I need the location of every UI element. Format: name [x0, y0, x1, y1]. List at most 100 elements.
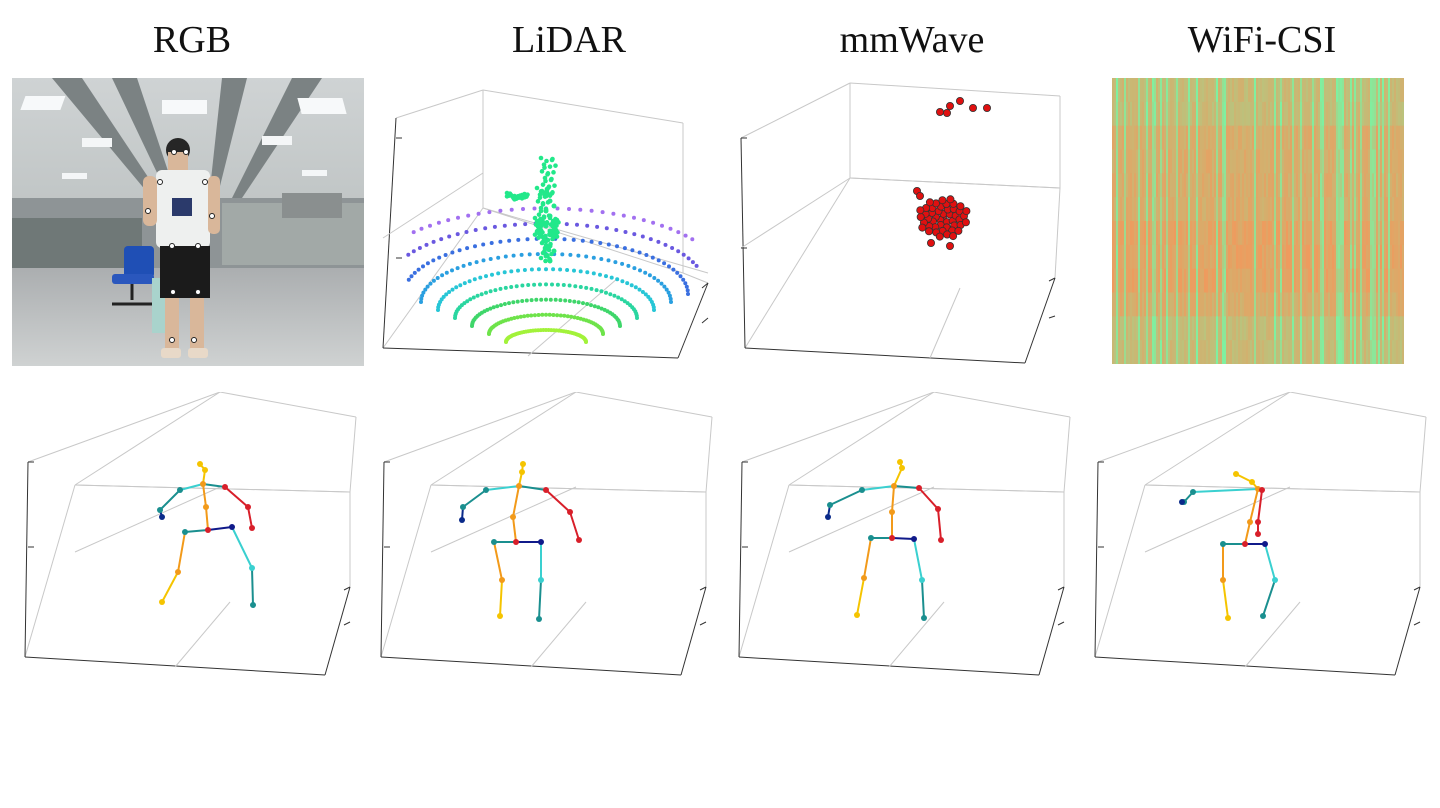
neck-bone: [893, 467, 903, 487]
left-hip-bone: [184, 529, 209, 533]
left-elbow-joint: [157, 507, 163, 513]
right-wrist-joint: [938, 537, 944, 543]
right-upper-arm: [545, 489, 571, 513]
left-shin: [1222, 579, 1229, 619]
left-foot-joint: [497, 613, 503, 619]
head-joint: [897, 459, 903, 465]
left-foot-joint: [159, 599, 165, 605]
right-upper-arm: [918, 487, 939, 510]
head-joint: [520, 461, 526, 467]
skeleton-plot-lidar: [376, 392, 716, 682]
right-hip-joint: [538, 539, 544, 545]
axes-frame: [24, 392, 357, 676]
upper-spine: [1249, 488, 1259, 523]
pelvis-joint: [1242, 541, 1248, 547]
spine-joint: [510, 514, 516, 520]
neck-joint: [891, 483, 897, 489]
lower-spine: [205, 506, 209, 531]
left-upper-arm: [159, 489, 181, 511]
title-rgb: RGB: [152, 19, 232, 61]
right-hip-joint: [1262, 541, 1268, 547]
right-shin: [1262, 579, 1276, 617]
upper-spine: [202, 483, 207, 508]
head-top-joint: [1249, 479, 1255, 485]
right-foot-joint: [536, 616, 542, 622]
skeleton-plot-wifi-csi: [1090, 392, 1430, 682]
mmwave-plot: [735, 78, 1075, 368]
left-hip-joint: [1220, 541, 1226, 547]
title-lidar: LiDAR: [512, 19, 626, 61]
skeleton-plot-rgb: [20, 392, 360, 682]
right-thigh: [913, 538, 923, 581]
right-hip-joint: [911, 536, 917, 542]
skeleton: [157, 461, 256, 608]
right-shin: [538, 579, 542, 620]
right-shoulder-joint: [916, 485, 922, 491]
skeleton: [825, 459, 944, 621]
left-knee-joint: [499, 577, 505, 583]
left-hip-joint: [868, 535, 874, 541]
left-thigh: [177, 531, 186, 573]
wifi-csi-heatmap: [1112, 78, 1404, 364]
left-shoulder-bone: [485, 485, 520, 491]
left-foot-joint: [854, 612, 860, 618]
title-mmwave: mmWave: [839, 19, 985, 61]
upper-spine: [512, 485, 520, 518]
left-thigh: [493, 541, 503, 581]
right-wrist-joint: [1255, 531, 1261, 537]
axes-frame: [740, 82, 1061, 364]
right-shin: [921, 579, 925, 619]
left-shoulder-joint: [483, 487, 489, 493]
right-elbow-joint: [567, 509, 573, 515]
spine-joint: [1247, 519, 1253, 525]
head-joint: [197, 461, 203, 467]
left-shoulder-bone: [1192, 488, 1259, 493]
left-upper-arm: [829, 489, 863, 506]
left-knee-joint: [861, 575, 867, 581]
lower-spine: [1244, 521, 1251, 545]
right-elbow-joint: [245, 504, 251, 510]
left-shoulder-joint: [1190, 489, 1196, 495]
head-top-joint: [519, 469, 525, 475]
left-shoulder-bone: [861, 485, 895, 491]
left-upper-arm: [462, 489, 487, 508]
right-knee-joint: [538, 577, 544, 583]
right-shin: [251, 567, 254, 606]
left-elbow-joint: [460, 504, 466, 510]
left-thigh: [863, 537, 872, 579]
title-wifi-csi: WiFi-CSI: [1187, 19, 1337, 61]
spine-joint: [203, 504, 209, 510]
left-wrist-joint: [825, 514, 831, 520]
lidar-points: [406, 155, 699, 344]
lidar-plot: [378, 78, 718, 368]
right-hip-joint: [229, 524, 235, 530]
right-foot-joint: [250, 602, 256, 608]
left-wrist-joint: [159, 514, 165, 520]
pelvis-joint: [513, 539, 519, 545]
right-thigh: [231, 526, 253, 569]
right-knee-joint: [1272, 577, 1278, 583]
right-knee-joint: [919, 577, 925, 583]
left-shin: [856, 577, 865, 616]
pelvis-joint: [205, 527, 211, 533]
right-forearm: [937, 508, 942, 541]
right-knee-joint: [249, 565, 255, 571]
axes-frame: [1094, 392, 1427, 676]
left-hip-joint: [182, 529, 188, 535]
lower-spine: [512, 516, 517, 543]
left-wrist-joint: [459, 517, 465, 523]
right-shoulder-bone: [202, 483, 226, 488]
head-top-joint: [899, 465, 905, 471]
neck-joint: [200, 481, 206, 487]
right-wrist-joint: [576, 537, 582, 543]
left-shoulder-joint: [177, 487, 183, 493]
right-shoulder-bone: [518, 485, 547, 491]
pelvis-joint: [889, 535, 895, 541]
skeleton: [1179, 471, 1278, 621]
right-forearm: [569, 511, 580, 541]
left-knee-joint: [175, 569, 181, 575]
right-hip-bone: [207, 526, 233, 531]
left-shin: [161, 571, 179, 603]
right-wrist-joint: [249, 525, 255, 531]
right-elbow-joint: [1255, 519, 1261, 525]
